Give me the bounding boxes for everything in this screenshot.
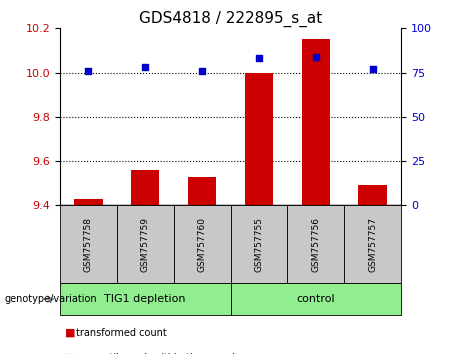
Point	[312, 54, 319, 59]
Text: TIG1 depletion: TIG1 depletion	[105, 294, 186, 304]
Point	[255, 56, 263, 61]
Bar	[301, 39, 330, 205]
Point	[142, 64, 149, 70]
Title: GDS4818 / 222895_s_at: GDS4818 / 222895_s_at	[139, 11, 322, 27]
Bar	[188, 177, 216, 205]
Point	[85, 68, 92, 74]
Text: ■: ■	[65, 353, 75, 354]
Text: GSM757755: GSM757755	[254, 217, 263, 272]
Text: percentile rank within the sample: percentile rank within the sample	[76, 353, 241, 354]
Text: GSM757756: GSM757756	[311, 217, 320, 272]
Bar	[358, 185, 387, 205]
Bar	[74, 199, 102, 205]
Bar	[131, 170, 160, 205]
Text: control: control	[296, 294, 335, 304]
Text: GSM757758: GSM757758	[84, 217, 93, 272]
Text: genotype/variation: genotype/variation	[5, 294, 97, 304]
Text: GSM757760: GSM757760	[198, 217, 207, 272]
Point	[369, 66, 376, 72]
Text: ■: ■	[65, 328, 75, 338]
Text: GSM757757: GSM757757	[368, 217, 377, 272]
Text: transformed count: transformed count	[76, 328, 167, 338]
Point	[198, 68, 206, 74]
Bar	[245, 73, 273, 205]
Text: GSM757759: GSM757759	[141, 217, 150, 272]
